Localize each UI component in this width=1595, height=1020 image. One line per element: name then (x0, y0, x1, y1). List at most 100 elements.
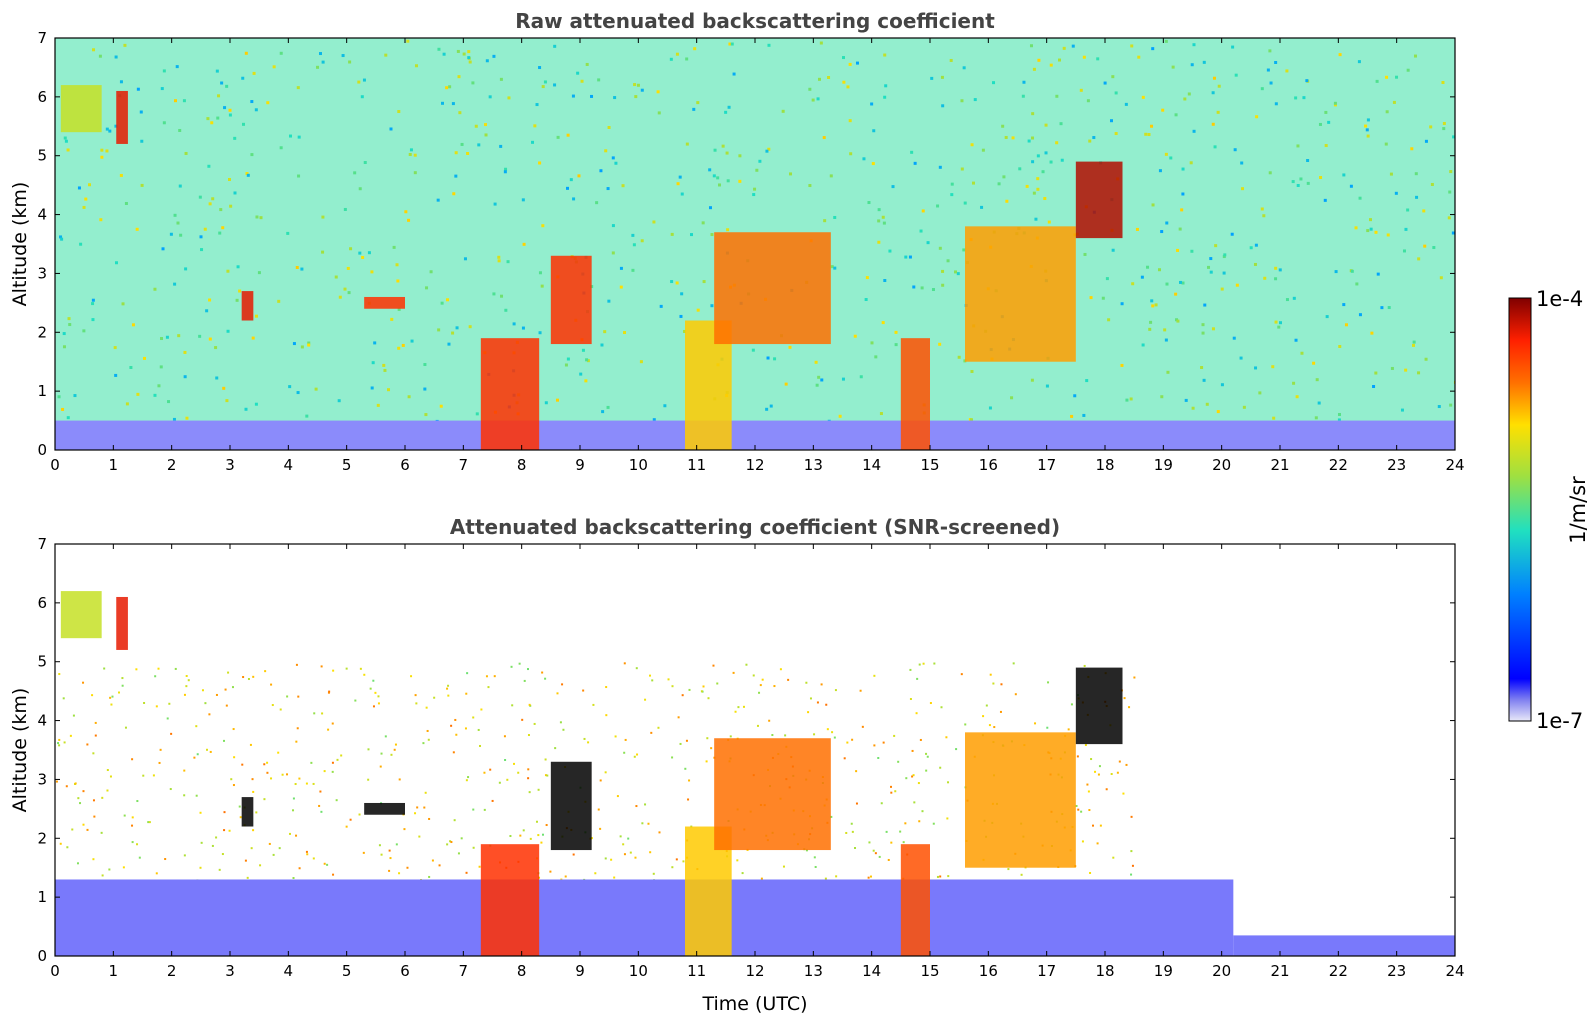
noise-speck (389, 127, 393, 131)
noise-speck (904, 255, 908, 259)
noise-speck (1190, 63, 1194, 67)
noise-speck (1306, 159, 1310, 163)
noise-speck (784, 382, 788, 386)
noise-speck (954, 270, 958, 274)
noise-speck (1047, 220, 1051, 224)
signal-speck (624, 738, 627, 741)
y-tick-label: 4 (37, 206, 47, 224)
x-tick-label: 5 (342, 456, 352, 474)
signal-speck (465, 692, 468, 695)
signal-speck (564, 875, 567, 878)
signal-speck (378, 844, 381, 847)
noise-speck (1258, 391, 1262, 395)
x-tick-label: 19 (1154, 456, 1173, 474)
signal-speck (521, 718, 524, 721)
signal-speck (878, 855, 881, 858)
signal-speck (427, 738, 430, 741)
signal-speck (403, 828, 406, 831)
noise-speck (1201, 323, 1205, 327)
signal-speck (414, 694, 417, 697)
signal-speck (94, 721, 97, 724)
noise-speck (833, 266, 837, 270)
signal-speck (773, 685, 776, 688)
signal-speck (158, 761, 161, 764)
signal-speck (1122, 792, 1125, 795)
noise-speck (1180, 208, 1184, 212)
noise-speck (338, 295, 342, 299)
signal-speck (148, 821, 151, 824)
x-tick-label: 2 (167, 962, 177, 980)
noise-speck (541, 224, 545, 228)
noise-speck (1392, 100, 1396, 104)
signal-speck (292, 797, 295, 800)
noise-speck (272, 65, 276, 69)
noise-speck (521, 198, 525, 202)
panel-raw-heatmap (55, 38, 1455, 450)
signal-speck (874, 852, 877, 855)
noise-speck (1387, 306, 1391, 310)
noise-speck (822, 136, 826, 140)
signal-speck (1099, 824, 1102, 827)
signal-speck (528, 703, 531, 706)
signal-speck (224, 688, 227, 691)
noise-speck (566, 186, 570, 190)
noise-speck (347, 291, 351, 295)
noise-speck (912, 285, 916, 289)
signal-speck (619, 835, 622, 838)
signal-speck (100, 831, 103, 834)
noise-speck (1154, 303, 1158, 307)
signal-speck (594, 872, 597, 875)
noise-speck (1406, 208, 1410, 212)
noise-speck (1055, 141, 1059, 145)
noise-speck (883, 279, 887, 283)
noise-speck (1394, 191, 1398, 195)
noise-speck (1312, 361, 1316, 365)
noise-speck (963, 201, 967, 205)
noise-speck (543, 80, 547, 84)
noise-speck (1004, 135, 1008, 139)
noise-speck (1437, 405, 1441, 409)
noise-speck (91, 298, 95, 302)
noise-speck (811, 98, 815, 102)
noise-speck (334, 275, 338, 279)
signal-speck (227, 671, 230, 674)
signal-speck (406, 866, 409, 869)
panel-raw-ylabel: Altitude (km) (9, 182, 31, 307)
noise-speck (1319, 175, 1323, 179)
signal-speck (869, 875, 872, 878)
noise-speck (997, 182, 1001, 186)
noise-speck (1070, 414, 1074, 418)
noise-speck (597, 78, 601, 82)
noise-speck (1241, 187, 1245, 191)
x-tick-label: 20 (1212, 456, 1231, 474)
noise-speck (1389, 172, 1393, 176)
noise-speck (246, 173, 250, 177)
noise-speck (1135, 227, 1139, 231)
noise-speck (286, 231, 290, 235)
signal-speck (55, 780, 58, 783)
noise-speck (1263, 276, 1267, 280)
signal-speck (183, 693, 186, 696)
noise-speck (753, 187, 757, 191)
noise-speck (1005, 199, 1009, 203)
noise-speck (675, 281, 679, 285)
noise-speck (467, 56, 471, 60)
noise-speck (808, 184, 812, 188)
noise-speck (556, 398, 560, 402)
signal-speck (657, 726, 660, 729)
signal-speck (784, 734, 787, 737)
signal-speck (57, 742, 60, 745)
noise-speck (881, 321, 885, 325)
noise-speck (1036, 187, 1040, 191)
noise-speck (408, 152, 412, 156)
noise-speck (467, 50, 471, 54)
noise-speck (553, 44, 557, 48)
cloud-feature (965, 226, 1076, 362)
noise-speck (1151, 47, 1155, 51)
signal-speck (321, 712, 324, 715)
noise-speck (227, 177, 231, 181)
signal-speck (911, 749, 914, 752)
noise-speck (1271, 365, 1275, 369)
noise-speck (1111, 248, 1115, 252)
signal-speck (820, 683, 823, 686)
